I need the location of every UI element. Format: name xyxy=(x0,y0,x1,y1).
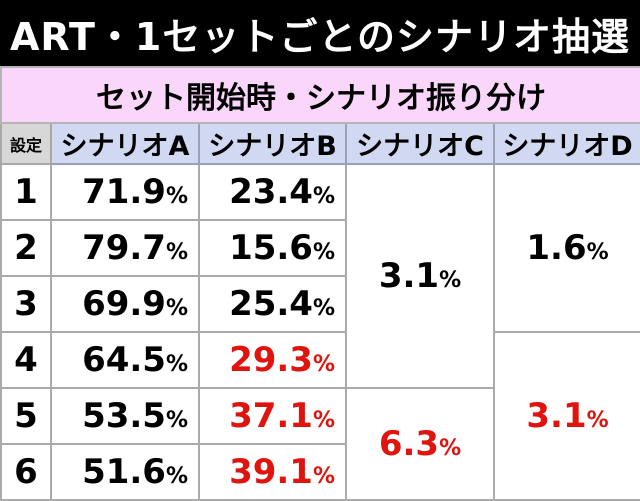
scenario-b-cell: 25.4% xyxy=(198,275,347,333)
setting-cell: 1 xyxy=(0,163,52,221)
scenario-a-cell: 64.5% xyxy=(50,331,200,389)
setting-cell: 2 xyxy=(0,219,52,277)
page-title: ART・1セットごとのシナリオ抽選 xyxy=(0,0,640,66)
table-subtitle: セット開始時・シナリオ振り分け xyxy=(0,66,640,124)
header-setting: 設定 xyxy=(0,122,52,165)
scenario-b-cell: 15.6% xyxy=(198,219,347,277)
scenario-d-cell-settings-4-6: 3.1% xyxy=(492,331,640,501)
scenario-a-cell: 79.7% xyxy=(50,219,200,277)
scenario-b-cell-highlight: 29.3% xyxy=(198,331,347,389)
table-row: 5 53.5% 37.1% 6.3% xyxy=(0,387,640,501)
scenario-c-cell-settings-1-4: 3.1% xyxy=(345,163,495,389)
table-row: 2 79.7% 15.6% xyxy=(0,219,640,277)
header-scenario-a: シナリオA xyxy=(50,122,200,165)
scenario-d-cell-settings-1-3: 1.6% xyxy=(492,163,640,333)
scenario-table: セット開始時・シナリオ振り分け 設定 シナリオA シナリオB シナリオC シナリ… xyxy=(0,66,640,501)
setting-cell: 3 xyxy=(0,275,52,333)
setting-cell: 5 xyxy=(0,387,52,445)
scenario-a-cell: 69.9% xyxy=(50,275,200,333)
header-scenario-c: シナリオC xyxy=(345,122,495,165)
scenario-a-cell: 71.9% xyxy=(50,163,200,221)
table-row: 3 69.9% 25.4% xyxy=(0,275,640,333)
scenario-a-cell: 51.6% xyxy=(50,443,200,501)
scenario-a-cell: 53.5% xyxy=(50,387,200,445)
header-scenario-d: シナリオD xyxy=(492,122,640,165)
header-scenario-b: シナリオB xyxy=(198,122,347,165)
table-row: 4 64.5% 29.3% 3.1% xyxy=(0,331,640,501)
scenario-b-cell-highlight: 37.1% xyxy=(198,387,347,445)
scenario-b-cell-highlight: 39.1% xyxy=(198,443,347,501)
table-row: 6 51.6% 39.1% xyxy=(0,443,640,501)
table-row: 1 71.9% 23.4% 3.1% 1.6% xyxy=(0,163,640,389)
setting-cell: 4 xyxy=(0,331,52,389)
scenario-c-cell-settings-5-6: 6.3% xyxy=(345,387,495,501)
scenario-b-cell: 23.4% xyxy=(198,163,347,221)
setting-cell: 6 xyxy=(0,443,52,501)
